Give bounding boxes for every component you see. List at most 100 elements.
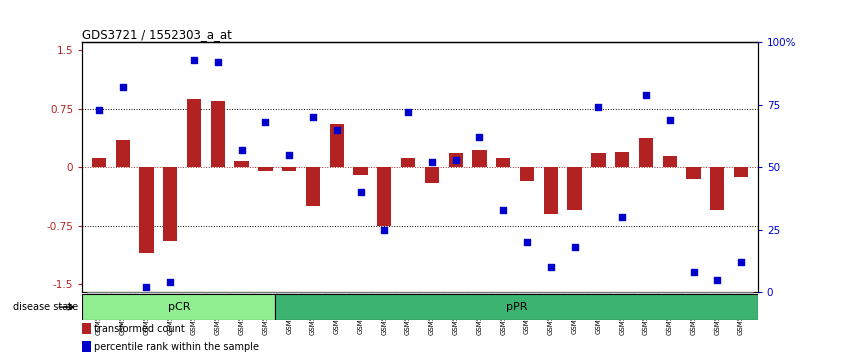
Text: GSM559043: GSM559043: [310, 292, 316, 335]
Bar: [449, 153, 462, 167]
Point: [449, 157, 462, 162]
Point: [116, 85, 130, 90]
Bar: [353, 167, 368, 175]
Point: [520, 239, 534, 245]
Bar: [301, 292, 325, 294]
Text: GSM559061: GSM559061: [738, 292, 744, 335]
Bar: [472, 150, 487, 167]
Bar: [82, 341, 91, 352]
Point: [710, 277, 724, 282]
Text: GSM559058: GSM559058: [667, 292, 673, 335]
Text: GSM559051: GSM559051: [501, 292, 507, 335]
Text: GSM559057: GSM559057: [643, 292, 649, 335]
Bar: [139, 167, 153, 253]
Bar: [158, 292, 182, 294]
Text: GSM559060: GSM559060: [714, 292, 721, 335]
Text: GSM559059: GSM559059: [690, 292, 696, 335]
Text: GSM559044: GSM559044: [333, 292, 339, 335]
Point: [92, 107, 106, 113]
Point: [568, 244, 582, 250]
Bar: [420, 292, 443, 294]
Bar: [210, 101, 225, 167]
Bar: [615, 152, 630, 167]
Text: GSM559064: GSM559064: [144, 292, 150, 335]
Text: GSM559062: GSM559062: [96, 292, 102, 335]
Bar: [401, 158, 416, 167]
Text: percentile rank within the sample: percentile rank within the sample: [94, 342, 259, 352]
Text: GSM559056: GSM559056: [619, 292, 625, 335]
Text: GSM559066: GSM559066: [191, 292, 197, 335]
Point: [282, 152, 296, 158]
Bar: [282, 167, 296, 171]
Bar: [82, 323, 91, 335]
Text: GSM559063: GSM559063: [120, 292, 126, 335]
Text: GSM559068: GSM559068: [239, 292, 244, 335]
Bar: [520, 167, 534, 181]
Point: [378, 227, 391, 233]
Bar: [567, 167, 582, 210]
Bar: [634, 292, 658, 294]
Bar: [591, 153, 605, 167]
Bar: [349, 292, 372, 294]
Bar: [206, 292, 229, 294]
Text: GSM559054: GSM559054: [572, 292, 578, 335]
Bar: [330, 124, 344, 167]
Bar: [378, 167, 391, 226]
Bar: [496, 158, 510, 167]
Bar: [275, 294, 758, 320]
Point: [591, 104, 605, 110]
Bar: [187, 99, 201, 167]
Text: GSM559046: GSM559046: [381, 292, 387, 335]
Text: GSM559069: GSM559069: [262, 292, 268, 335]
Bar: [254, 292, 277, 294]
Bar: [468, 292, 491, 294]
Bar: [372, 292, 397, 294]
Text: GSM559049: GSM559049: [453, 292, 459, 335]
Point: [615, 214, 629, 220]
Text: GDS3721 / 1552303_a_at: GDS3721 / 1552303_a_at: [82, 28, 232, 41]
Bar: [229, 292, 254, 294]
Bar: [277, 292, 301, 294]
Point: [662, 117, 676, 123]
Bar: [706, 292, 729, 294]
Text: disease state: disease state: [13, 302, 78, 312]
Bar: [611, 292, 634, 294]
Text: transformed count: transformed count: [94, 324, 184, 334]
Text: pCR: pCR: [167, 302, 190, 312]
Text: GSM559067: GSM559067: [215, 292, 221, 335]
Bar: [163, 167, 178, 241]
Bar: [443, 292, 468, 294]
Point: [496, 207, 510, 212]
Bar: [306, 167, 320, 206]
Text: GSM559047: GSM559047: [405, 292, 411, 335]
Text: GSM559053: GSM559053: [548, 292, 554, 335]
Bar: [111, 292, 134, 294]
Bar: [424, 167, 439, 183]
Text: pPR: pPR: [506, 302, 527, 312]
Bar: [563, 292, 586, 294]
Point: [473, 135, 487, 140]
Text: GSM559050: GSM559050: [476, 292, 482, 335]
Bar: [734, 167, 748, 177]
Bar: [662, 155, 677, 167]
Bar: [515, 292, 539, 294]
Bar: [639, 138, 653, 167]
Bar: [87, 292, 111, 294]
Bar: [115, 140, 130, 167]
Text: GSM559065: GSM559065: [167, 292, 173, 335]
Bar: [235, 161, 249, 167]
Bar: [258, 167, 273, 171]
Point: [164, 279, 178, 285]
Bar: [710, 167, 725, 210]
Bar: [92, 158, 106, 167]
Bar: [658, 292, 682, 294]
Bar: [325, 292, 349, 294]
Text: GSM559042: GSM559042: [286, 292, 292, 335]
Point: [330, 127, 344, 133]
Bar: [586, 292, 611, 294]
Bar: [397, 292, 420, 294]
Point: [211, 59, 225, 65]
Point: [687, 269, 701, 275]
Text: GSM559052: GSM559052: [524, 292, 530, 335]
Point: [306, 115, 320, 120]
